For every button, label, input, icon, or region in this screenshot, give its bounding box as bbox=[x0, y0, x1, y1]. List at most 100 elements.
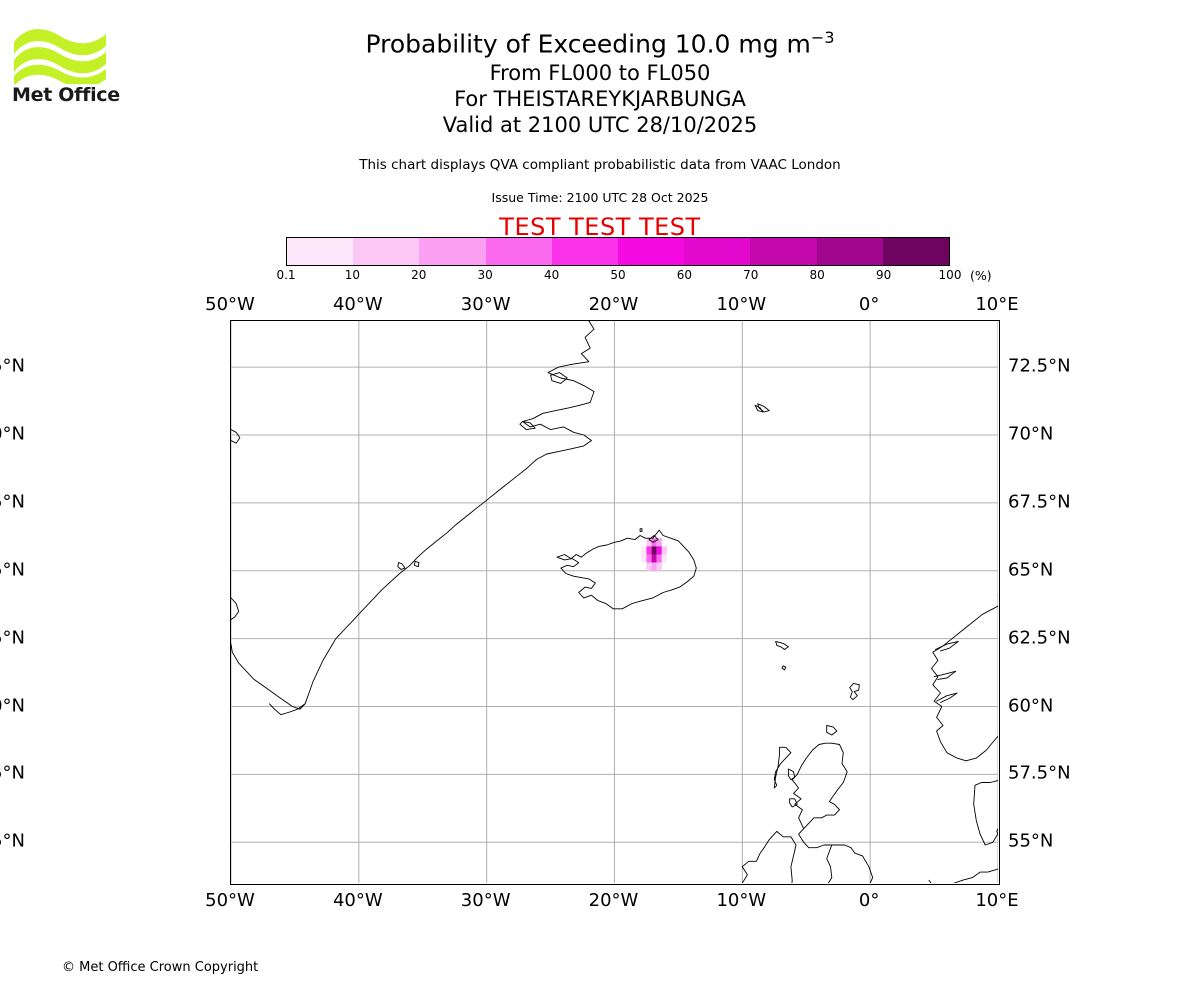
lat-label-right-72.5°N: 72.5°N bbox=[1008, 355, 1071, 377]
ash-cell-7 bbox=[661, 546, 667, 555]
lat-label-left-65°N: 65°N bbox=[0, 559, 25, 581]
greenland-nw-edge bbox=[231, 429, 241, 444]
test-banner: TEST TEST TEST bbox=[499, 213, 701, 241]
norway-fjord-2 bbox=[933, 670, 957, 680]
latitude-axis-right: 72.5°N 70°N 67.5°N 65°N 62.5°N 60°N 57.5°N 55°N bbox=[0, 320, 1200, 885]
ireland bbox=[741, 830, 797, 883]
lon-label-bottom-20°W: 20°W bbox=[588, 890, 639, 911]
norway-fjord-1 bbox=[936, 692, 958, 703]
colorbar-tick-40: 40 bbox=[543, 268, 560, 282]
lat-label-right-65°N: 65°N bbox=[1008, 559, 1054, 581]
scotland-west-coast bbox=[791, 742, 833, 830]
colorbar-segment-0 bbox=[287, 238, 354, 265]
lon-label-top-0°: 0° bbox=[858, 294, 880, 315]
lon-label-top-30°W: 30°W bbox=[460, 294, 511, 315]
greenland-south-tip bbox=[268, 703, 306, 716]
iceland-coast bbox=[556, 529, 697, 610]
colorbar-tick-labels: 0.1 10 20 30 40 50 60 70 80 90 100 bbox=[276, 268, 961, 284]
colorbar-segments bbox=[286, 237, 950, 266]
lat-label-left-55°N: 55°N bbox=[0, 830, 25, 852]
ash-cell-15 bbox=[656, 562, 662, 571]
greenland-small-island-a bbox=[397, 562, 406, 570]
svalbard-small bbox=[754, 404, 764, 413]
volcano-name-line: For THEISTAREYKJARBUNGA bbox=[454, 87, 746, 112]
colorbar-segment-9 bbox=[882, 238, 950, 265]
greenland-small-island-b bbox=[413, 560, 420, 568]
colorbar-segment-8 bbox=[816, 238, 883, 265]
lon-label-bottom-40°W: 40°W bbox=[332, 890, 383, 911]
probability-colorbar bbox=[286, 237, 950, 266]
map-gridlines bbox=[231, 321, 998, 883]
lon-label-top-10°E: 10°E bbox=[975, 294, 1019, 315]
lon-label-top-20°W: 20°W bbox=[588, 294, 639, 315]
chart-title-block: Probability of Exceeding 10.0 mg m−3 Fro… bbox=[130, 22, 1070, 138]
colorbar-segment-6 bbox=[684, 238, 751, 265]
lat-label-right-70°N: 70°N bbox=[1008, 423, 1054, 445]
germany-north-coast bbox=[961, 868, 998, 881]
lon-label-bottom-30°W: 30°W bbox=[460, 890, 511, 911]
colorbar-units-label: (%) bbox=[970, 268, 992, 283]
title-main: Probability of Exceeding 10.0 mg m bbox=[365, 29, 811, 59]
latitude-axis-left: 72.5°N 70°N 67.5°N 65°N 62.5°N 60°N 57.5°N 55°N bbox=[0, 320, 230, 885]
denmark-jutland bbox=[973, 780, 998, 846]
ash-cell-10 bbox=[651, 554, 657, 563]
grimsey bbox=[639, 528, 643, 532]
colorbar-tick-30: 30 bbox=[477, 268, 493, 282]
orkney bbox=[826, 725, 838, 736]
netherlands-coast bbox=[928, 879, 963, 883]
colorbar-tick-50: 50 bbox=[610, 268, 626, 282]
lat-label-left-67.5°N: 67.5°N bbox=[0, 491, 25, 513]
flight-level-range: From FL000 to FL050 bbox=[489, 61, 711, 86]
copyright-footer: © Met Office Crown Copyright bbox=[62, 960, 259, 975]
map-plot-area[interactable] bbox=[230, 320, 1000, 885]
ash-cell-9 bbox=[646, 554, 652, 563]
mull bbox=[789, 798, 798, 808]
norway-west-coast bbox=[931, 594, 998, 762]
logo-wave-1 bbox=[14, 29, 106, 56]
valid-time-line: Valid at 2100 UTC 28/10/2025 bbox=[442, 113, 758, 138]
longitude-axis-top: 50°W 40°W 30°W 20°W 10°W 0° 10°E bbox=[0, 294, 1200, 318]
colorbar-tick-0.1: 0.1 bbox=[276, 268, 296, 282]
colorbar-tick-20: 20 bbox=[411, 268, 427, 282]
ash-cell-11 bbox=[656, 554, 662, 563]
lat-label-left-70°N: 70°N bbox=[0, 423, 25, 445]
lat-label-left-72.5°N: 72.5°N bbox=[0, 355, 25, 377]
met-office-logo: Met Office bbox=[12, 22, 122, 114]
norway-fjord-3 bbox=[934, 640, 959, 652]
isle-of-skye bbox=[787, 768, 796, 781]
faroe-islands bbox=[775, 640, 789, 650]
lon-label-bottom-0°: 0° bbox=[858, 890, 880, 911]
logo-wave-2 bbox=[14, 47, 106, 74]
qva-disclaimer: This chart displays QVA compliant probab… bbox=[359, 157, 841, 173]
lat-label-left-62.5°N: 62.5°N bbox=[0, 627, 25, 649]
logo-text: Met Office bbox=[12, 84, 120, 106]
lat-label-left-60°N: 60°N bbox=[0, 695, 25, 717]
lon-label-bottom-10°W: 10°W bbox=[716, 890, 767, 911]
colorbar-segment-4 bbox=[551, 238, 619, 265]
colorbar-segment-1 bbox=[353, 238, 420, 265]
norway-south-coast bbox=[965, 735, 998, 762]
lon-label-bottom-10°E: 10°E bbox=[975, 890, 1019, 911]
scotland-mainland bbox=[798, 742, 856, 854]
ash-cell-0 bbox=[646, 538, 652, 547]
longitude-axis-bottom: 50°W 40°W 30°W 20°W 10°W 0° 10°E bbox=[0, 890, 1200, 914]
outer-hebrides bbox=[773, 746, 792, 789]
colorbar-tick-10: 10 bbox=[344, 268, 361, 282]
ash-cell-12 bbox=[661, 554, 667, 563]
lon-label-bottom-50°W: 50°W bbox=[205, 890, 255, 911]
colorbar-segment-3 bbox=[485, 238, 552, 265]
map-svg bbox=[231, 321, 998, 883]
greenland-inner-fjord-b bbox=[519, 421, 536, 431]
greenland-inner-fjord-a bbox=[550, 372, 568, 384]
lat-label-right-62.5°N: 62.5°N bbox=[1008, 627, 1071, 649]
lat-label-right-55°N: 55°N bbox=[1008, 830, 1054, 852]
colorbar-tick-100: 100 bbox=[938, 268, 962, 282]
iceland-ne-inlet bbox=[648, 535, 659, 543]
faroe-south bbox=[781, 665, 787, 671]
ash-probability-cells bbox=[641, 538, 667, 571]
ash-cell-13 bbox=[646, 562, 652, 571]
lon-label-top-50°W: 50°W bbox=[205, 294, 255, 315]
ash-cell-4 bbox=[646, 546, 652, 555]
lat-label-left-57.5°N: 57.5°N bbox=[0, 762, 25, 784]
denmark-funen bbox=[996, 827, 998, 836]
